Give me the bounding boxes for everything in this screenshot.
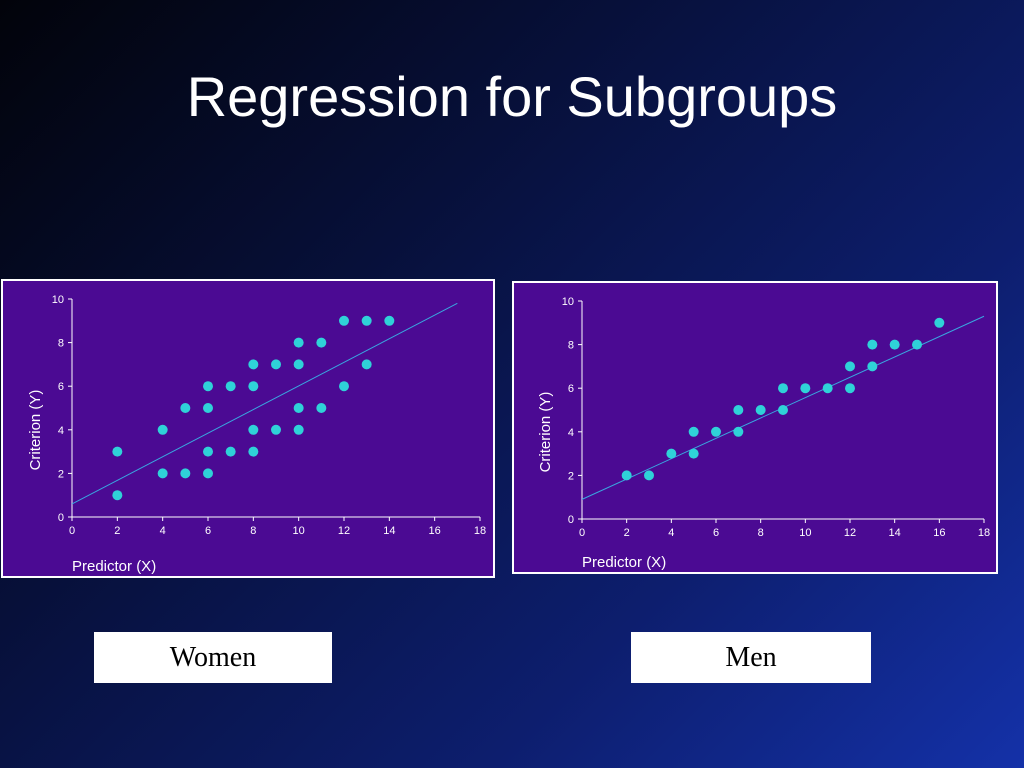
men-data-point — [800, 383, 811, 394]
men-data-point — [733, 426, 744, 437]
women-data-point — [225, 381, 236, 392]
men-data-point — [778, 405, 788, 415]
women-data-point — [339, 315, 349, 326]
women-data-point — [248, 381, 259, 392]
men-y-tick-label: 0 — [568, 514, 574, 526]
women-regression-line — [71, 302, 458, 505]
women-data-point — [248, 424, 259, 435]
men-data-point — [666, 448, 677, 459]
women-data-point — [157, 468, 168, 479]
men-y-tick-label: 4 — [568, 427, 574, 439]
men-data-point — [934, 317, 945, 328]
men-data-point — [621, 470, 632, 481]
women-data-point — [293, 359, 304, 370]
women-y-tick-label: 6 — [58, 381, 64, 393]
women-data-point — [293, 403, 304, 413]
women-data-point — [203, 468, 213, 479]
women-y-tick-label: 8 — [58, 338, 64, 350]
men-x-tick-label: 12 — [844, 527, 856, 539]
women-data-point — [203, 381, 213, 392]
women-data-point — [248, 359, 259, 370]
women-x-tick-label: 14 — [383, 525, 395, 537]
women-data-point — [112, 490, 123, 501]
women-data-point — [203, 403, 213, 413]
men-data-point — [845, 383, 855, 394]
men-x-axis-title: Predictor (X) — [582, 554, 666, 571]
men-data-point — [845, 361, 855, 372]
women-data-point — [225, 446, 236, 457]
women-data-point — [271, 359, 281, 370]
women-data-point — [316, 337, 327, 348]
women-x-tick-label: 12 — [338, 525, 350, 537]
women-y-tick-label: 2 — [58, 468, 64, 480]
women-scatter-plot: 0 2 4 6 8 10 0 2 4 6 8 10 12 14 16 18 Predictor (X) Crite… — [27, 294, 486, 575]
men-x-tick-label: 16 — [933, 527, 945, 539]
men-data-point — [688, 448, 699, 459]
men-data-point — [867, 339, 878, 350]
men-scatter-plot: 0 2 4 6 8 10 0 2 4 6 8 10 12 14 16 18 Predictor (X) Crite… — [537, 296, 990, 571]
men-data-point — [711, 426, 721, 437]
men-x-tick-label: 8 — [758, 527, 764, 539]
women-data-point — [384, 315, 395, 326]
women-data-point — [339, 381, 349, 392]
men-x-tick-label: 18 — [978, 527, 990, 539]
men-y-axis-title: Criterion (Y) — [537, 392, 554, 473]
women-y-tick-label: 0 — [58, 512, 64, 524]
men-caption: Men — [631, 632, 871, 683]
women-y-tick-label: 4 — [58, 425, 64, 437]
men-data-point — [867, 361, 878, 372]
men-data-point — [755, 405, 766, 415]
women-data-point — [293, 337, 304, 348]
men-data-point — [822, 383, 833, 394]
women-data-point — [361, 315, 372, 326]
women-data-point — [112, 446, 123, 457]
men-data-point — [912, 339, 922, 350]
women-x-tick-label: 18 — [474, 525, 486, 537]
men-y-tick-label: 8 — [568, 340, 574, 352]
women-x-tick-label: 8 — [250, 525, 256, 537]
women-x-tick-label: 6 — [205, 525, 211, 537]
men-y-tick-label: 10 — [562, 296, 574, 308]
men-x-tick-label: 6 — [713, 527, 719, 539]
men-x-tick-label: 10 — [799, 527, 811, 539]
men-x-tick-label: 4 — [668, 527, 674, 539]
men-data-point — [778, 383, 788, 394]
women-data-point — [248, 446, 259, 457]
women-x-axis-title: Predictor (X) — [72, 558, 156, 575]
women-data-point — [361, 359, 372, 370]
men-chart-panel: 0 2 4 6 8 10 0 2 4 6 8 10 12 14 16 18 Predictor (X) Crite… — [512, 281, 998, 574]
women-caption: Women — [94, 632, 332, 683]
women-y-axis-title: Criterion (Y) — [27, 390, 44, 471]
men-x-tick-label: 0 — [579, 527, 585, 539]
men-data-point — [688, 426, 699, 437]
women-data-point — [180, 468, 191, 479]
women-x-tick-label: 10 — [293, 525, 305, 537]
women-x-tick-label: 2 — [114, 525, 120, 537]
men-data-point — [644, 470, 654, 481]
women-x-tick-label: 0 — [69, 525, 75, 537]
women-x-tick-label: 16 — [429, 525, 441, 537]
women-data-point — [293, 424, 304, 435]
men-y-tick-label: 6 — [568, 383, 574, 395]
women-data-point — [203, 446, 213, 457]
women-x-tick-label: 4 — [160, 525, 166, 537]
women-chart-panel: 0 2 4 6 8 10 0 2 4 6 8 10 12 14 16 18 Predictor (X) Crite… — [1, 279, 495, 578]
women-data-point — [157, 424, 168, 435]
women-data-point — [316, 403, 327, 413]
men-x-tick-label: 2 — [624, 527, 630, 539]
women-data-point — [180, 403, 191, 413]
men-y-tick-label: 2 — [568, 470, 574, 482]
men-data-point — [733, 405, 744, 415]
slide-title: Regression for Subgroups — [186, 65, 838, 128]
men-data-point — [889, 339, 900, 350]
women-y-tick-label: 10 — [52, 294, 64, 306]
men-x-tick-label: 14 — [889, 527, 901, 539]
women-data-point — [271, 424, 281, 435]
